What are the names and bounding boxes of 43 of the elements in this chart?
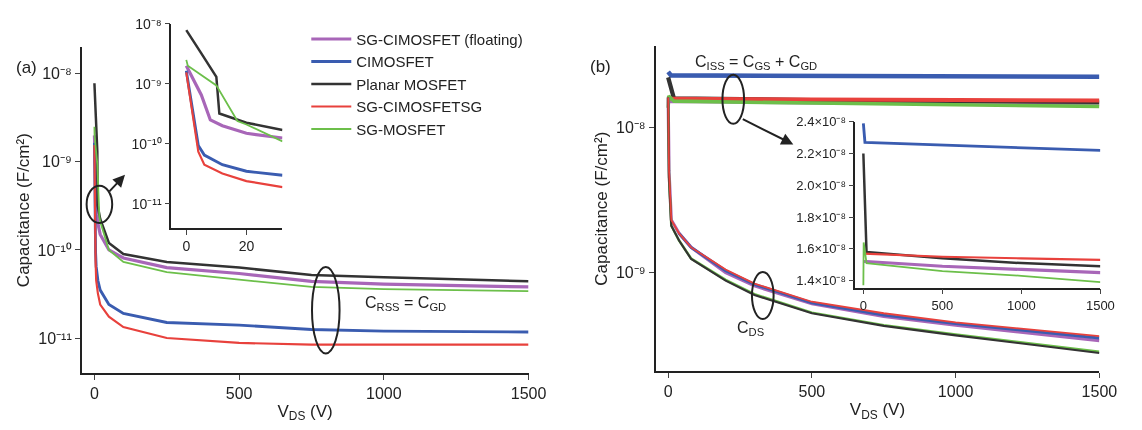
y-tick-label: 10⁻⁹ [135,75,162,92]
x-tick-label: 0 [182,238,191,255]
y-tick-label: 10⁻¹⁰ [37,241,72,259]
text: (a) [16,58,37,77]
x-tick-label: 1000 [366,385,402,403]
x-axis-title: V$_{DS}$ (V) [277,401,333,424]
y-tick-label: 10⁻⁸ [616,118,646,136]
y-tick-label: 2.0×10⁻⁸ [796,177,846,193]
y-axis-title: Capacitance (F/cm²) [591,131,611,286]
y-tick-label: 2.2×10⁻⁸ [796,146,846,162]
legend-label: Planar MOSFET [356,75,467,93]
x-tick-label: 20 [238,238,255,255]
annotation: C$_{DS}$ [737,319,765,339]
x-tick-label: 0 [663,383,673,401]
y-tick-label: 10⁻⁹ [615,264,646,282]
annotation: C$_{ISS}$ = C$_{GS}$ + C$_{GD}$ [695,53,818,73]
x-tick-label: 500 [931,298,954,314]
y-tick-label: 1.6×10⁻⁸ [796,241,846,257]
y-axis-title: Capacitance (F/cm²) [13,133,33,288]
x-tick-label: 1000 [937,383,974,401]
y-tick-label: 10⁻⁸ [42,65,72,83]
x-tick-label: 500 [798,383,826,401]
y-tick-label: 2.4×10⁻⁸ [796,114,846,130]
legend-label: SG-CIMOSFETSG [356,98,483,116]
x-tick-label: 1000 [1006,298,1036,314]
x-axis-title: V$_{DS}$ (V) [849,399,906,422]
x-tick-label: 1500 [1081,383,1118,401]
y-tick-label: 10⁻¹¹ [38,329,72,347]
y-tick-label: 1.4×10⁻⁸ [796,273,846,289]
x-tick-label: 1500 [1085,298,1115,314]
y-tick-label: 10⁻⁸ [135,15,162,32]
y-tick-label: 1.8×10⁻⁸ [796,209,846,225]
y-tick-label: 10⁻¹⁰ [131,135,162,152]
y-tick-label: 10⁻⁹ [42,153,72,171]
x-tick-label: 500 [225,385,253,403]
annotation: C$_{RSS}$ = C$_{GD}$ [365,294,447,314]
x-tick-label: 1500 [510,385,547,403]
legend-label: CIMOSFET [356,53,434,71]
y-tick-label: 10⁻¹¹ [131,195,163,212]
x-tick-label: 0 [89,385,99,403]
legend-label: SG-MOSFET [356,120,446,138]
legend-label: SG-CIMOSFET (floating) [356,30,523,48]
text: (b) [590,57,611,76]
